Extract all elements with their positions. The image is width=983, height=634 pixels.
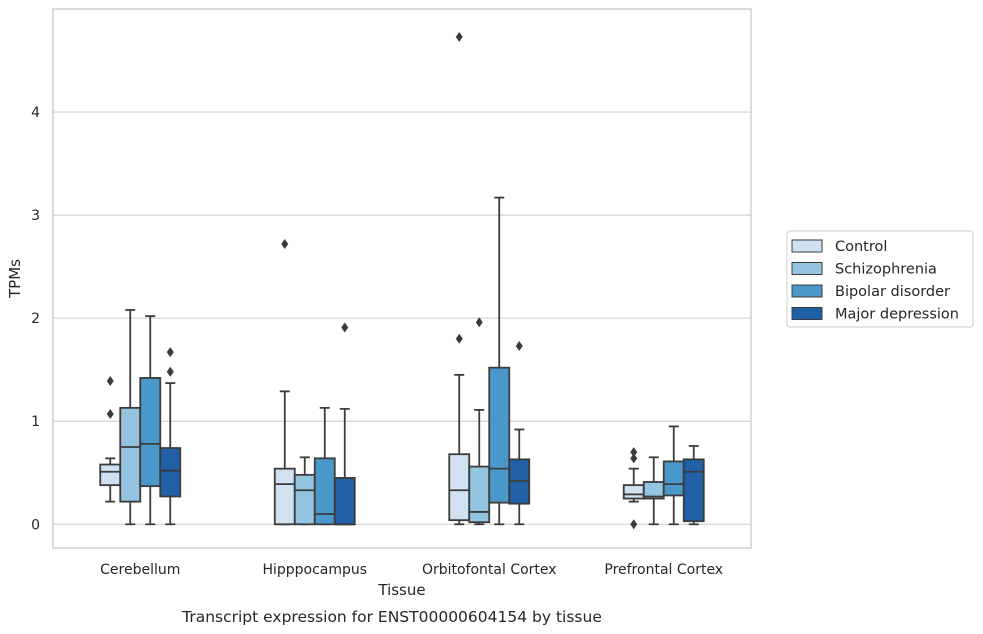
legend-swatch bbox=[791, 262, 823, 275]
box-bipolar-disorder bbox=[488, 196, 511, 526]
box-body bbox=[99, 463, 122, 487]
box-schizophrenia bbox=[642, 456, 665, 526]
outlier-point bbox=[630, 447, 638, 458]
box-bipolar-disorder bbox=[139, 315, 162, 526]
legend-swatch bbox=[791, 239, 823, 253]
outlier-point bbox=[455, 31, 463, 42]
box-major-depression bbox=[159, 347, 182, 526]
outlier-point bbox=[166, 366, 174, 377]
x-axis-label: Tissue bbox=[377, 581, 425, 599]
legend: Control Schizophrenia Bipolar disorder Majo… bbox=[786, 230, 974, 328]
legend-label: Schizophrenia bbox=[835, 262, 937, 278]
y-axis-label: TPMs bbox=[6, 259, 24, 299]
box-schizophrenia bbox=[119, 309, 142, 526]
outlier-point bbox=[455, 333, 463, 344]
box-major-depression bbox=[682, 445, 705, 526]
y-tick-label: 0 bbox=[31, 517, 40, 533]
box-body bbox=[293, 473, 316, 526]
box-major-depression bbox=[508, 341, 531, 526]
x-tick-label: Prefrontal Cortex bbox=[604, 562, 723, 578]
legend-swatch bbox=[791, 284, 823, 298]
outlier-point bbox=[281, 238, 289, 249]
x-tick-label: Orbitofontal Cortex bbox=[422, 562, 557, 578]
box-body bbox=[139, 377, 162, 488]
legend-label: Control bbox=[835, 239, 887, 255]
box-layer bbox=[99, 31, 705, 530]
box-control bbox=[622, 447, 645, 530]
legend-swatch bbox=[791, 307, 823, 320]
legend-frame bbox=[786, 230, 974, 328]
box-bipolar-disorder bbox=[313, 406, 336, 526]
box-body bbox=[622, 484, 645, 500]
box-body bbox=[159, 447, 182, 498]
legend-label: Bipolar disorder bbox=[835, 284, 950, 300]
y-tick-label: 4 bbox=[31, 105, 40, 121]
outlier-point bbox=[106, 409, 114, 420]
box-body bbox=[273, 467, 296, 526]
x-tick-label: Hipppocampus bbox=[262, 562, 367, 578]
plot-frame bbox=[52, 8, 752, 549]
box-body bbox=[448, 453, 471, 522]
outlier-point bbox=[341, 322, 349, 333]
y-tick-labels: 0 1 2 3 4 bbox=[31, 105, 40, 533]
box-control bbox=[99, 376, 122, 503]
y-tick-label: 2 bbox=[31, 311, 40, 327]
box-body bbox=[488, 366, 511, 504]
y-tick-label: 1 bbox=[31, 414, 40, 430]
chart-caption: Transcript expression for ENST0000060415… bbox=[181, 608, 602, 626]
box-body bbox=[682, 458, 705, 523]
box-body bbox=[468, 465, 491, 524]
box-body bbox=[119, 406, 142, 503]
outlier-point bbox=[630, 453, 638, 464]
outlier-point bbox=[515, 341, 523, 352]
outlier-point bbox=[630, 519, 638, 530]
outlier-point bbox=[475, 317, 483, 328]
legend-label: Major depression bbox=[835, 307, 959, 323]
outlier-point bbox=[106, 376, 114, 387]
x-tick-label: Cerebellum bbox=[100, 562, 180, 578]
y-tick-label: 3 bbox=[31, 208, 40, 224]
outlier-point bbox=[166, 347, 174, 358]
x-tick-labels: Cerebellum Hipppocampus Orbitofontal Corte… bbox=[100, 562, 723, 578]
box-major-depression bbox=[333, 322, 356, 526]
box-body bbox=[333, 477, 356, 526]
box-body bbox=[662, 460, 685, 497]
